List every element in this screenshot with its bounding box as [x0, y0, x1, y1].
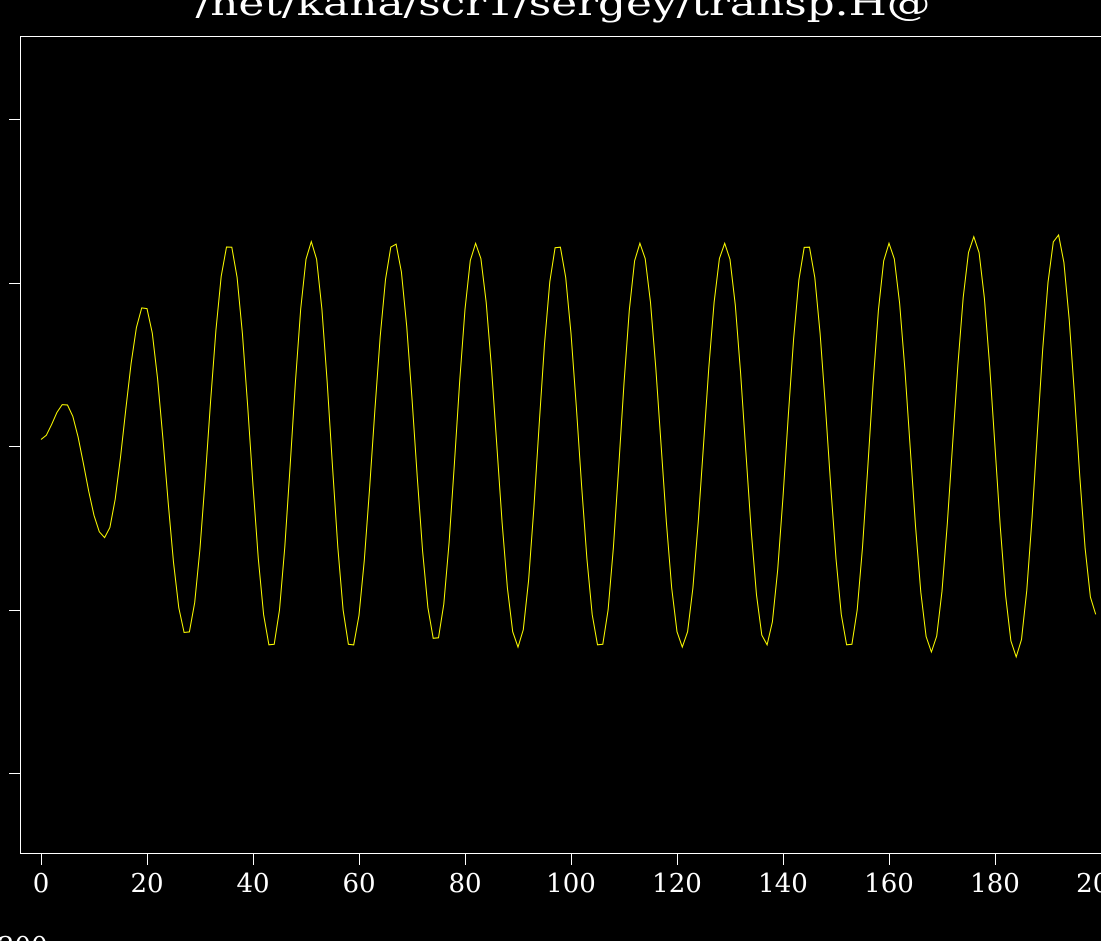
x-tick-label: 0	[33, 869, 50, 899]
bottom-partial-label: 200	[0, 932, 48, 941]
x-tick-label: 60	[342, 869, 375, 899]
series-line	[40, 233, 1097, 659]
x-tick-label: 200	[1076, 869, 1101, 899]
x-tick-label: 20	[130, 869, 163, 899]
x-tick-label: 160	[864, 869, 914, 899]
plot-frame	[20, 36, 1101, 854]
x-tick-label: 40	[236, 869, 269, 899]
x-tick-label: 180	[970, 869, 1020, 899]
x-tick-label: 100	[546, 869, 596, 899]
x-tick-label: 120	[652, 869, 702, 899]
x-tick-label: 140	[758, 869, 808, 899]
x-tick-label: 80	[448, 869, 481, 899]
chart-title: /net/kana/scr1/sergey/transp.H@	[196, 0, 931, 24]
